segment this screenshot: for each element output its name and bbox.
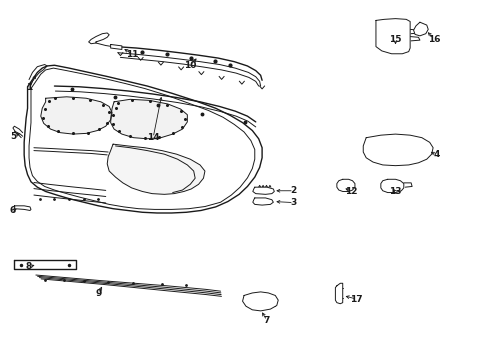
- Polygon shape: [41, 97, 112, 134]
- Text: 6: 6: [10, 206, 16, 215]
- Polygon shape: [111, 99, 187, 139]
- Polygon shape: [14, 206, 31, 211]
- Text: 11: 11: [126, 50, 139, 59]
- Text: 5: 5: [10, 132, 16, 141]
- Polygon shape: [111, 44, 122, 49]
- Text: 15: 15: [389, 35, 402, 44]
- Text: 12: 12: [345, 187, 358, 196]
- Polygon shape: [107, 144, 205, 194]
- Polygon shape: [337, 179, 355, 192]
- Polygon shape: [89, 33, 109, 44]
- Text: 3: 3: [291, 198, 297, 207]
- Polygon shape: [363, 134, 433, 166]
- Text: 17: 17: [350, 294, 363, 303]
- Polygon shape: [243, 292, 278, 311]
- Text: 16: 16: [428, 35, 441, 44]
- Text: 14: 14: [147, 133, 159, 142]
- Text: 2: 2: [291, 186, 297, 195]
- Text: 4: 4: [433, 150, 440, 159]
- Polygon shape: [14, 260, 76, 269]
- Polygon shape: [24, 65, 262, 213]
- Text: 10: 10: [184, 61, 196, 70]
- Text: 1: 1: [26, 83, 32, 92]
- Polygon shape: [29, 68, 255, 210]
- Polygon shape: [253, 187, 274, 194]
- Polygon shape: [253, 198, 273, 205]
- Polygon shape: [414, 22, 428, 36]
- Text: 8: 8: [26, 262, 32, 271]
- Polygon shape: [376, 19, 410, 54]
- Text: 13: 13: [389, 187, 402, 196]
- Polygon shape: [381, 179, 404, 193]
- Text: 9: 9: [95, 289, 101, 298]
- Text: 7: 7: [264, 316, 270, 325]
- Polygon shape: [335, 283, 343, 304]
